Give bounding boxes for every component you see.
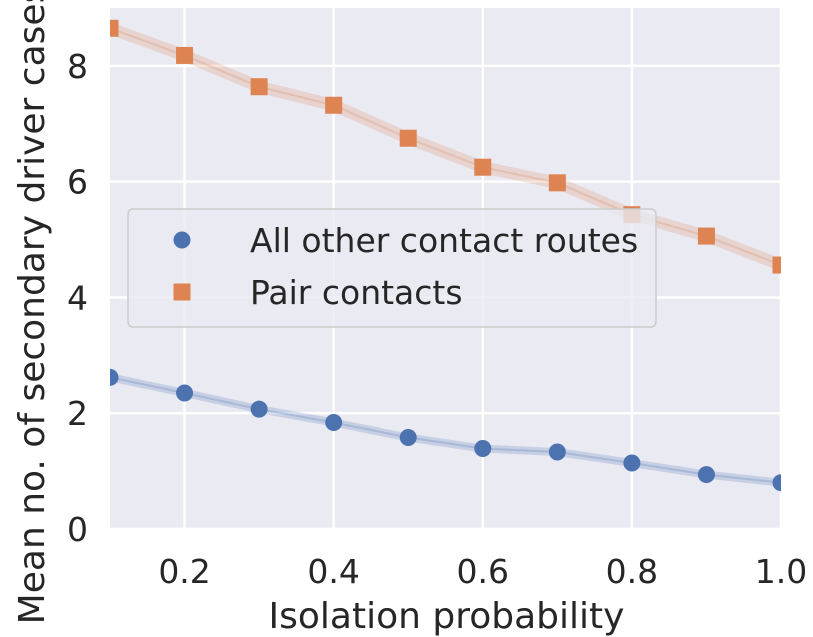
data-point <box>250 400 268 418</box>
legend: All other contact routes Pair contacts <box>127 208 657 328</box>
legend-label: All other contact routes <box>250 221 638 260</box>
y-axis-label: Mean no. of secondary driver cases <box>12 0 53 624</box>
x-tick-label: 0.4 <box>307 552 359 591</box>
y-axis-ticks: 0 2 4 6 8 <box>67 47 88 549</box>
data-point <box>325 413 343 431</box>
series-line <box>110 27 781 266</box>
series-band <box>110 373 781 487</box>
series-1 <box>110 368 781 492</box>
legend-label: Pair contacts <box>250 273 463 312</box>
y-tick-label: 8 <box>67 47 88 86</box>
legend-marker <box>173 231 191 249</box>
y-tick-label: 6 <box>67 163 88 202</box>
y-tick-label: 4 <box>67 278 88 317</box>
y-tick-label: 0 <box>67 510 88 549</box>
series-layer <box>110 19 781 492</box>
x-tick-label: 0.6 <box>457 552 509 591</box>
x-tick-label: 0.2 <box>158 552 210 591</box>
data-point <box>110 368 119 386</box>
data-point <box>325 96 343 114</box>
y-tick-label: 2 <box>67 394 88 433</box>
legend-marker <box>173 283 191 301</box>
data-point <box>176 46 194 64</box>
data-point <box>250 78 268 96</box>
series-line <box>110 376 781 484</box>
data-point <box>697 227 715 245</box>
data-point <box>623 454 641 472</box>
x-axis-ticks: 0.2 0.4 0.6 0.8 1.0 <box>158 552 807 591</box>
data-point <box>176 384 194 402</box>
data-point <box>399 129 417 147</box>
data-point <box>772 256 781 274</box>
data-point <box>772 474 781 492</box>
x-tick-label: 1.0 <box>755 552 807 591</box>
legend-frame <box>127 208 657 328</box>
x-tick-label: 0.8 <box>606 552 658 591</box>
data-point <box>474 440 492 458</box>
x-axis-label: Isolation probability <box>269 596 625 637</box>
data-point <box>548 443 566 461</box>
data-point <box>474 158 492 176</box>
data-point <box>399 429 417 447</box>
data-point <box>697 466 715 484</box>
data-point <box>110 19 119 37</box>
series-band <box>110 22 781 271</box>
data-point <box>548 174 566 192</box>
